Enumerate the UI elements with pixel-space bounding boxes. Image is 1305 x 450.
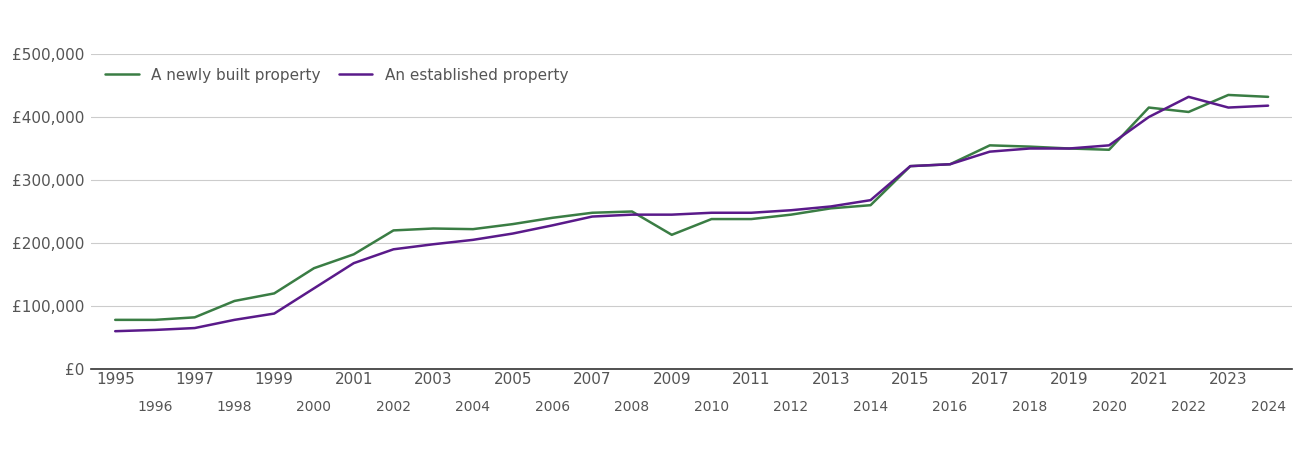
A newly built property: [664, 232, 680, 238]
Line: An established property: An established property: [115, 97, 1268, 331]
An established property: [465, 237, 480, 243]
A newly built property: [903, 163, 919, 169]
An established property: [187, 325, 202, 331]
A newly built property: [1101, 147, 1117, 153]
An established property: [942, 162, 958, 167]
A newly built property: [1022, 144, 1037, 149]
An established property: [664, 212, 680, 217]
An established property: [744, 210, 760, 216]
A newly built property: [981, 143, 997, 148]
An established property: [585, 214, 600, 219]
An established property: [1101, 143, 1117, 148]
A newly built property: [1181, 109, 1197, 115]
An established property: [386, 247, 402, 252]
A newly built property: [1261, 94, 1276, 99]
A newly built property: [624, 209, 639, 214]
A newly built property: [585, 210, 600, 216]
A newly built property: [505, 221, 521, 227]
A newly built property: [1220, 92, 1236, 98]
An established property: [505, 231, 521, 236]
A newly built property: [744, 216, 760, 222]
An established property: [227, 317, 243, 323]
An established property: [307, 286, 322, 291]
A newly built property: [465, 226, 480, 232]
An established property: [863, 198, 878, 203]
A newly built property: [307, 266, 322, 271]
An established property: [823, 204, 839, 209]
A newly built property: [107, 317, 123, 323]
A newly built property: [1141, 105, 1156, 110]
A newly built property: [266, 291, 282, 296]
Line: A newly built property: A newly built property: [115, 95, 1268, 320]
A newly built property: [147, 317, 163, 323]
An established property: [1181, 94, 1197, 99]
An established property: [544, 223, 560, 228]
An established property: [1220, 105, 1236, 110]
An established property: [981, 149, 997, 154]
An established property: [783, 207, 799, 213]
An established property: [903, 163, 919, 169]
A newly built property: [346, 252, 361, 257]
A newly built property: [187, 315, 202, 320]
A newly built property: [783, 212, 799, 217]
An established property: [1061, 146, 1077, 151]
An established property: [703, 210, 719, 216]
An established property: [1141, 114, 1156, 120]
An established property: [425, 242, 441, 247]
An established property: [1022, 146, 1037, 151]
An established property: [107, 328, 123, 334]
Legend: A newly built property, An established property: A newly built property, An established p…: [99, 62, 574, 89]
A newly built property: [823, 206, 839, 211]
A newly built property: [942, 162, 958, 167]
A newly built property: [703, 216, 719, 222]
A newly built property: [227, 298, 243, 304]
An established property: [624, 212, 639, 217]
A newly built property: [1061, 146, 1077, 151]
A newly built property: [544, 215, 560, 220]
A newly built property: [425, 226, 441, 231]
An established property: [1261, 103, 1276, 108]
A newly built property: [386, 228, 402, 233]
A newly built property: [863, 202, 878, 208]
An established property: [147, 327, 163, 333]
An established property: [346, 261, 361, 266]
An established property: [266, 311, 282, 316]
